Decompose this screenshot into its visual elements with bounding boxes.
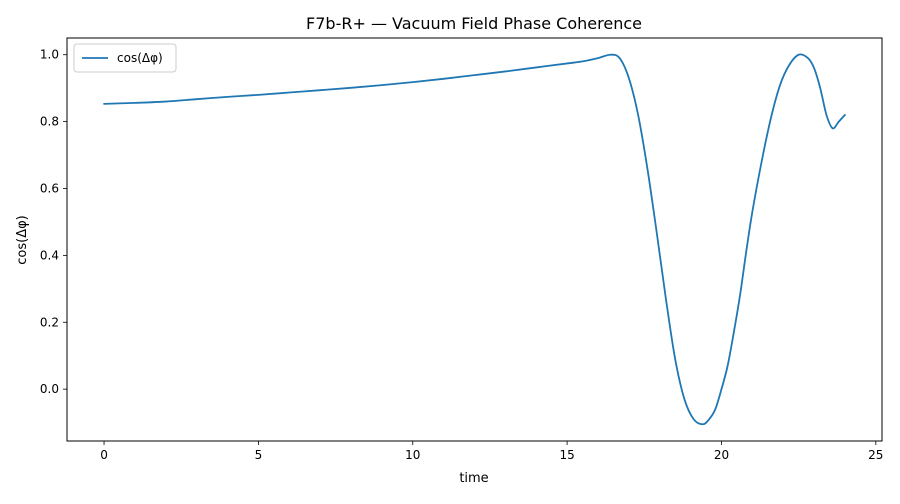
y-tick-label: 0.2 xyxy=(40,315,59,329)
y-axis: 0.0 0.2 0.4 0.6 0.8 1.0 xyxy=(40,48,67,396)
x-tick-label: 0 xyxy=(100,448,108,462)
x-tick-label: 15 xyxy=(559,448,574,462)
plot-frame xyxy=(66,37,883,442)
x-tick-label: 5 xyxy=(255,448,263,462)
y-tick-label: 0.0 xyxy=(40,382,59,396)
y-tick-label: 0.4 xyxy=(40,248,59,262)
chart-title: F7b-R+ — Vacuum Field Phase Coherence xyxy=(306,14,642,33)
plot-area xyxy=(66,37,883,442)
x-axis: 0 5 10 15 20 25 xyxy=(100,441,883,462)
legend: cos(Δφ) xyxy=(73,43,177,73)
legend-entry-label: cos(Δφ) xyxy=(117,51,163,65)
x-axis-label: time xyxy=(459,471,488,486)
y-axis-label: cos(Δφ) xyxy=(15,215,30,265)
series-line xyxy=(103,53,846,426)
x-tick-label: 20 xyxy=(714,448,729,462)
x-tick-label: 25 xyxy=(868,448,883,462)
series-layer xyxy=(103,53,846,426)
legend-box xyxy=(73,43,177,73)
y-tick-label: 1.0 xyxy=(40,48,59,62)
y-tick-label: 0.6 xyxy=(40,181,59,195)
y-tick-label: 0.8 xyxy=(40,115,59,129)
x-tick-label: 10 xyxy=(405,448,420,462)
